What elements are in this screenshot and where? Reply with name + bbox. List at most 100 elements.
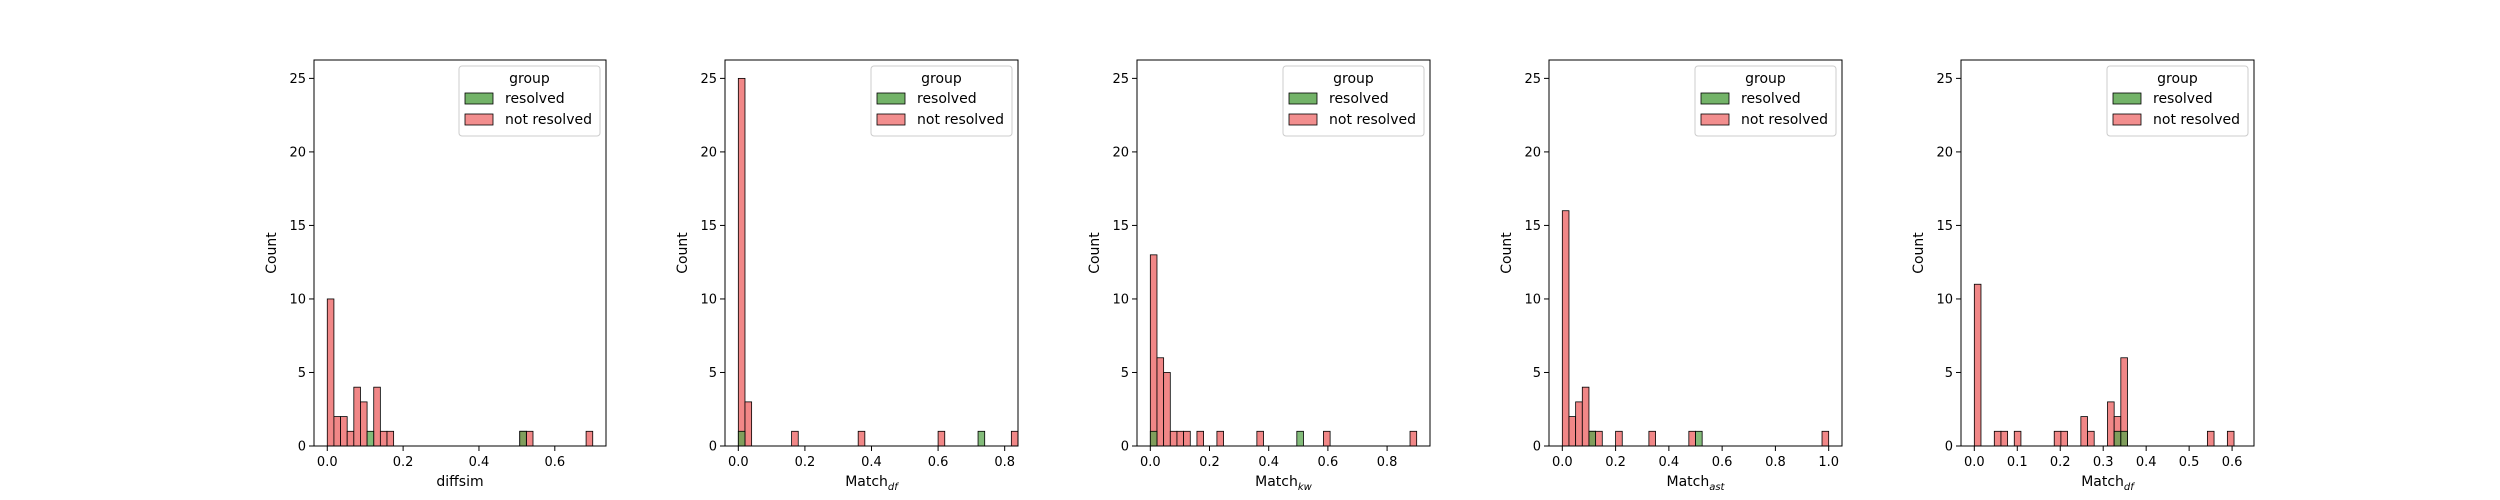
not-resolved-bar <box>2080 416 2088 447</box>
y-axis-label: Count <box>1087 232 1103 274</box>
not-resolved-legend-swatch <box>1700 113 1730 126</box>
legend-title: group <box>2157 71 2198 87</box>
x-axis-label-main: Match <box>2081 474 2124 490</box>
not-resolved-bar <box>1581 386 1590 447</box>
not-resolved-bar <box>353 386 361 447</box>
legend-title: group <box>509 71 550 87</box>
not-resolved-bar <box>1176 430 1185 447</box>
y-tick-label: 25 <box>1112 72 1129 87</box>
plot-frame <box>313 59 607 447</box>
histogram-panel-4: 0.0 0.2 0.4 0.6 0.8 1.0 0 5 10 15 20 25 Count Matchas… <box>1499 59 1843 493</box>
legend-title: group <box>921 71 962 87</box>
y-tick-label: 5 <box>1121 366 1129 381</box>
resolved-bar <box>977 430 986 447</box>
not-resolved-bar <box>2053 430 2062 447</box>
x-tick-label: 0.4 <box>861 455 882 470</box>
y-tick-label: 25 <box>1524 72 1541 87</box>
not-resolved-bar <box>2013 430 2022 447</box>
legend-entry-label: resolved <box>505 91 565 107</box>
x-tick-label: 1.0 <box>1818 455 1839 470</box>
y-tick-label: 5 <box>298 366 306 381</box>
not-resolved-bar <box>2226 430 2235 447</box>
y-tick-label: 25 <box>1936 72 1953 87</box>
x-tick-label: 0.8 <box>994 455 1015 470</box>
y-tick-label: 10 <box>289 292 306 307</box>
x-axis-label: Matchast <box>1667 474 1726 493</box>
histogram-panel-2: 0.0 0.2 0.4 0.6 0.8 0 5 10 15 20 25 Count Matchdf gro… <box>675 59 1019 493</box>
x-tick-label: 0.4 <box>2136 455 2157 470</box>
resolved-bar <box>2113 430 2122 447</box>
not-resolved-legend-swatch <box>464 113 494 126</box>
not-resolved-bar <box>333 416 341 447</box>
legend-box <box>1282 65 1425 137</box>
not-resolved-legend-swatch <box>876 113 906 126</box>
x-tick-label: 0.0 <box>1552 455 1573 470</box>
not-resolved-bar <box>326 298 335 447</box>
x-tick-label: 0.0 <box>728 455 749 470</box>
resolved-legend-swatch <box>2112 92 2142 105</box>
resolved-legend-swatch <box>1700 92 1730 105</box>
resolved-legend-swatch <box>876 92 906 105</box>
resolved-bar <box>1695 430 1703 447</box>
x-axis-label-subscript: df <box>2124 482 2135 493</box>
not-resolved-bar <box>1216 430 1224 447</box>
x-tick-label: 0.4 <box>1258 455 1279 470</box>
legend-entry-label: resolved <box>917 91 977 107</box>
x-tick-label: 0.0 <box>317 455 338 470</box>
x-tick-label: 0.2 <box>393 455 414 470</box>
plot-frame <box>1548 59 1843 447</box>
x-tick-label: 0.1 <box>2007 455 2028 470</box>
y-tick-label: 20 <box>1524 145 1541 160</box>
x-axis-label: Matchdf <box>2081 474 2135 493</box>
resolved-bar <box>2120 430 2128 447</box>
x-tick-label: 0.8 <box>1377 455 1398 470</box>
not-resolved-bar <box>2060 430 2068 447</box>
not-resolved-bar <box>1196 430 1204 447</box>
y-tick-label: 20 <box>1112 145 1129 160</box>
not-resolved-bar <box>1821 430 1830 447</box>
y-tick-label: 5 <box>709 366 717 381</box>
legend-box <box>1694 65 1837 137</box>
y-tick-label: 15 <box>1936 219 1953 234</box>
x-tick-label: 0.0 <box>1140 455 1161 470</box>
not-resolved-bar <box>373 386 381 447</box>
not-resolved-bar <box>1169 430 1178 447</box>
not-resolved-bar <box>744 401 753 447</box>
y-tick-label: 10 <box>1112 292 1129 307</box>
y-tick-label: 0 <box>1533 440 1541 455</box>
y-tick-label: 0 <box>1121 440 1129 455</box>
not-resolved-bar <box>857 430 866 447</box>
x-axis-label-subscript: ast <box>1709 482 1725 493</box>
x-axis-label-main: diffsim <box>436 474 483 490</box>
not-resolved-bar <box>1993 430 2002 447</box>
y-tick-label: 0 <box>298 440 306 455</box>
x-tick-label: 0.3 <box>2093 455 2114 470</box>
x-axis-label-subscript: df <box>888 482 899 493</box>
not-resolved-bar <box>525 430 534 447</box>
y-axis-label: Count <box>675 232 691 274</box>
y-tick-label: 20 <box>700 145 717 160</box>
resolved-bar <box>1296 430 1304 447</box>
not-resolved-bar <box>1973 283 1982 447</box>
y-tick-label: 25 <box>289 72 306 87</box>
histogram-panel-5: 0.0 0.1 0.2 0.3 0.4 0.5 0.6 0 5 10 15 20 25 Count Matc… <box>1911 59 2255 493</box>
x-axis-label-main: Match <box>1667 474 1710 490</box>
resolved-bar <box>1588 430 1597 447</box>
x-tick-label: 0.6 <box>1318 455 1339 470</box>
not-resolved-bar <box>1409 430 1418 447</box>
legend-box <box>870 65 1013 137</box>
not-resolved-bar <box>346 430 355 447</box>
x-axis-label-main: Match <box>1255 474 1298 490</box>
not-resolved-bar <box>1156 357 1165 447</box>
legend: group resolved not resolved <box>2106 65 2249 137</box>
y-tick-label: 10 <box>1936 292 1953 307</box>
y-tick-label: 15 <box>1524 219 1541 234</box>
x-tick-label: 0.6 <box>544 455 565 470</box>
y-tick-label: 15 <box>1112 219 1129 234</box>
legend-title: group <box>1745 71 1786 87</box>
y-tick-label: 5 <box>1533 366 1541 381</box>
y-axis-label: Count <box>1499 232 1515 274</box>
not-resolved-bar <box>1323 430 1331 447</box>
legend: group resolved not resolved <box>458 65 601 137</box>
